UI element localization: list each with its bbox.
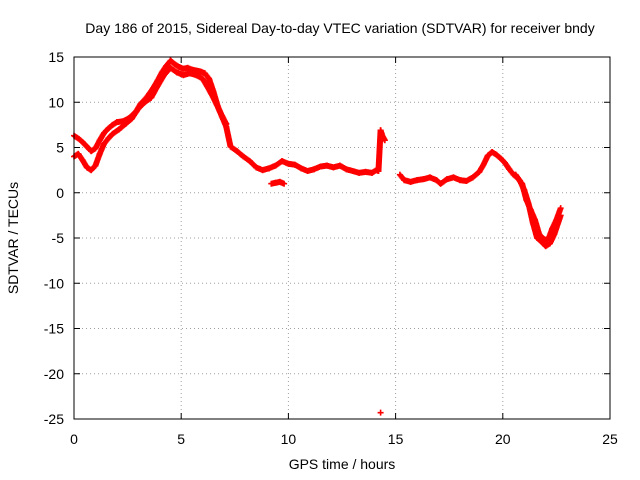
y-tick-label: -25	[44, 411, 64, 427]
y-axis-label: SDTVAR / TECUs	[5, 182, 21, 294]
y-axis-ticks: -25 -20 -15 -10 -5 0 5 10 15	[44, 49, 610, 427]
data-point	[379, 133, 388, 144]
x-tick-label: 15	[388, 431, 404, 447]
y-tick-label: -10	[44, 275, 64, 291]
plot-frame	[73, 56, 611, 420]
x-tick-label: 25	[602, 431, 618, 447]
data-point	[276, 178, 288, 187]
x-tick-label: 5	[177, 431, 185, 447]
series-track-b	[71, 64, 288, 187]
grid-lines	[74, 57, 610, 419]
y-tick-label: 0	[56, 185, 64, 201]
y-tick-label: -20	[44, 366, 64, 382]
series-track-c	[396, 149, 564, 244]
x-tick-label: 10	[281, 431, 297, 447]
y-tick-label: -5	[52, 230, 65, 246]
series-track-a	[71, 57, 388, 176]
y-tick-label: 5	[56, 140, 64, 156]
y-tick-label: -15	[44, 321, 64, 337]
data-point	[377, 409, 384, 416]
x-tick-label: 20	[495, 431, 511, 447]
x-axis-label: GPS time / hours	[289, 456, 396, 472]
series-outlier	[377, 409, 384, 416]
data-point	[223, 120, 230, 127]
series-track-d	[512, 171, 564, 250]
data-marks	[71, 57, 564, 416]
data-point	[555, 212, 564, 225]
y-tick-label: 15	[48, 49, 64, 65]
chart-title: Day 186 of 2015, Sidereal Day-to-day VTE…	[85, 20, 594, 36]
y-tick-label: 10	[48, 94, 64, 110]
x-tick-label: 0	[70, 431, 78, 447]
x-axis-ticks: 0 5 10 15 20 25	[70, 57, 618, 447]
